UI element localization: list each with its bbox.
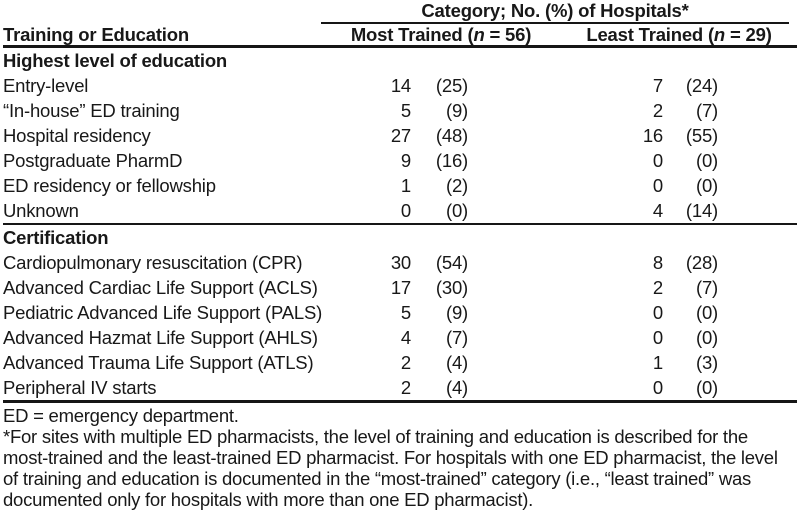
table-bottom-rule <box>3 400 797 403</box>
asterisk-footnote: *For sites with multiple ED pharmacists,… <box>3 426 778 510</box>
row-label: Postgraduate PharmD <box>3 150 183 171</box>
table-header: Category; No. (%) of Hospitals* Training… <box>3 0 797 48</box>
least-trained-percent: (0) <box>695 175 718 196</box>
stub-column-header: Training or Education <box>3 24 189 45</box>
least-trained-percent: (7) <box>695 100 718 121</box>
table-row-unknown: Unknown 0 (0) 4 (14) <box>3 198 797 223</box>
section-divider-rule <box>3 223 797 225</box>
table-row-acls: Advanced Cardiac Life Support (ACLS) 17 … <box>3 275 797 300</box>
row-label: Advanced Trauma Life Support (ATLS) <box>3 352 314 373</box>
least-trained-percent: (14) <box>685 200 718 221</box>
least-trained-count: 8 <box>652 252 663 273</box>
table-row-cpr: Cardiopulmonary resuscitation (CPR) 30 (… <box>3 250 797 275</box>
most-trained-count: 0 <box>400 200 411 221</box>
section-header-certification: Certification <box>3 227 109 248</box>
row-label: Unknown <box>3 200 79 221</box>
row-label: Entry-level <box>3 75 89 96</box>
most-trained-percent: (25) <box>435 75 468 96</box>
least-trained-count: 0 <box>652 327 663 348</box>
least-trained-count: 16 <box>642 125 663 146</box>
least-trained-count: 2 <box>652 100 663 121</box>
row-label: Advanced Hazmat Life Support (AHLS) <box>3 327 318 348</box>
most-trained-percent: (30) <box>435 277 468 298</box>
least-trained-percent: (24) <box>685 75 718 96</box>
least-trained-count: 0 <box>652 377 663 398</box>
table-row-hospital-residency: Hospital residency 27 (48) 16 (55) <box>3 123 797 148</box>
least-trained-percent: (7) <box>695 277 718 298</box>
most-trained-percent: (54) <box>435 252 468 273</box>
most-trained-label-prefix: Most Trained ( <box>350 24 474 45</box>
column-headers-row: Training or Education Most Trained (n = … <box>3 24 797 48</box>
least-trained-percent: (28) <box>685 252 718 273</box>
most-trained-percent: (0) <box>445 200 468 221</box>
table-body: Highest level of education Entry-level 1… <box>3 48 797 400</box>
most-trained-percent: (7) <box>445 327 468 348</box>
least-trained-n-italic: n <box>713 24 726 45</box>
least-trained-count: 1 <box>652 352 663 373</box>
least-trained-percent: (0) <box>695 377 718 398</box>
most-trained-count: 2 <box>400 377 411 398</box>
most-trained-percent: (48) <box>435 125 468 146</box>
most-trained-count: 9 <box>400 150 411 171</box>
least-trained-percent: (3) <box>695 352 718 373</box>
table-row-pals: Pediatric Advanced Life Support (PALS) 5… <box>3 300 797 325</box>
most-trained-count: 27 <box>390 125 411 146</box>
most-trained-count: 30 <box>390 252 411 273</box>
row-label: “In-house” ED training <box>3 100 180 121</box>
most-trained-percent: (16) <box>435 150 468 171</box>
most-trained-count: 5 <box>400 302 411 323</box>
section-header-education: Highest level of education <box>3 50 228 71</box>
most-trained-count: 1 <box>400 175 411 196</box>
least-trained-count: 0 <box>652 302 663 323</box>
table-row-peripheral-iv-starts: Peripheral IV starts 2 (4) 0 (0) <box>3 375 797 400</box>
table-row-ahls: Advanced Hazmat Life Support (AHLS) 4 (7… <box>3 325 797 350</box>
table-row-atls: Advanced Trauma Life Support (ATLS) 2 (4… <box>3 350 797 375</box>
least-trained-count: 4 <box>652 200 663 221</box>
table-row-postgraduate-pharmd: Postgraduate PharmD 9 (16) 0 (0) <box>3 148 797 173</box>
least-trained-percent: (0) <box>695 150 718 171</box>
row-label: Hospital residency <box>3 125 151 146</box>
most-trained-count: 14 <box>390 75 411 96</box>
most-trained-count: 4 <box>400 327 411 348</box>
column-group-header: Category; No. (%) of Hospitals* <box>321 0 789 24</box>
most-trained-count: 2 <box>400 352 411 373</box>
row-label: ED residency or fellowship <box>3 175 216 196</box>
most-trained-column-header: Most Trained (n = 56) <box>321 24 561 46</box>
least-trained-label-prefix: Least Trained ( <box>586 24 714 45</box>
table-row-entry-level: Entry-level 14 (25) 7 (24) <box>3 73 797 98</box>
table-row-in-house-ed-training: “In-house” ED training 5 (9) 2 (7) <box>3 98 797 123</box>
abbreviation-note: ED = emergency department. <box>3 405 239 426</box>
most-trained-percent: (4) <box>445 377 468 398</box>
least-trained-label-suffix: = 29) <box>725 24 772 45</box>
row-label: Cardiopulmonary resuscitation (CPR) <box>3 252 303 273</box>
least-trained-count: 2 <box>652 277 663 298</box>
least-trained-count: 0 <box>652 150 663 171</box>
least-trained-count: 7 <box>652 75 663 96</box>
least-trained-count: 0 <box>652 175 663 196</box>
most-trained-count: 5 <box>400 100 411 121</box>
least-trained-percent: (55) <box>685 125 718 146</box>
most-trained-count: 17 <box>390 277 411 298</box>
most-trained-percent: (2) <box>445 175 468 196</box>
most-trained-n-italic: n <box>473 24 485 45</box>
row-label: Peripheral IV starts <box>3 377 157 398</box>
spanner-spacer <box>3 0 321 24</box>
table-footnotes: ED = emergency department. *For sites wi… <box>3 403 797 510</box>
table-row-ed-residency-or-fellowship: ED residency or fellowship 1 (2) 0 (0) <box>3 173 797 198</box>
most-trained-label-suffix: = 56) <box>484 24 532 45</box>
most-trained-percent: (4) <box>445 352 468 373</box>
least-trained-column-header: Least Trained (n = 29) <box>561 24 797 46</box>
least-trained-percent: (0) <box>695 327 718 348</box>
most-trained-percent: (9) <box>445 100 468 121</box>
spanner-row: Category; No. (%) of Hospitals* <box>3 0 797 24</box>
row-label: Pediatric Advanced Life Support (PALS) <box>3 302 323 323</box>
least-trained-percent: (0) <box>695 302 718 323</box>
row-label: Advanced Cardiac Life Support (ACLS) <box>3 277 318 298</box>
most-trained-percent: (9) <box>445 302 468 323</box>
